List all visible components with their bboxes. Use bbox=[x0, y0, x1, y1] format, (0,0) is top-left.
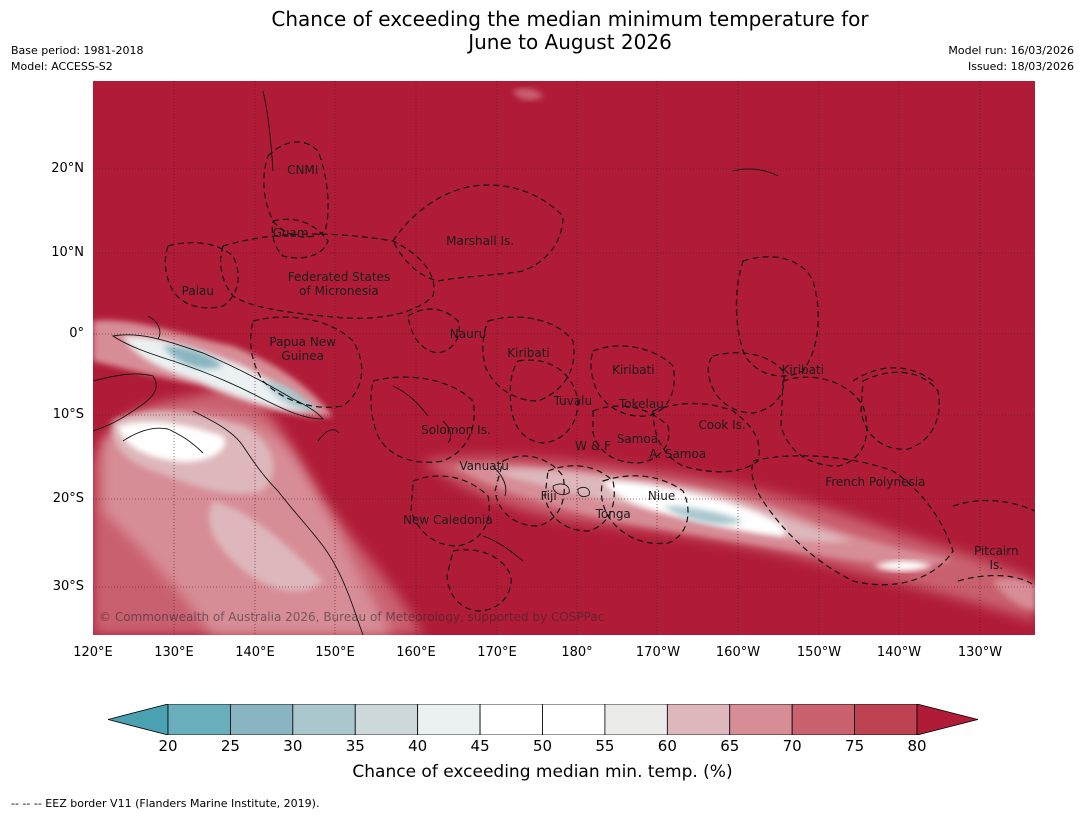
lat-label-10s: 10°S bbox=[52, 407, 84, 422]
colorbar-cell bbox=[292, 704, 356, 735]
lat-label-10n: 10°N bbox=[51, 245, 84, 260]
colorbar-cell bbox=[604, 704, 668, 735]
colorbar-tick-label: 70 bbox=[782, 737, 802, 755]
colorbar-cell bbox=[791, 704, 855, 735]
lat-label-20n: 20°N bbox=[51, 161, 84, 176]
shade-25-30-new-guinea bbox=[163, 346, 223, 369]
place-label: New Caledonia bbox=[403, 513, 493, 528]
title-line-2: June to August 2026 bbox=[468, 30, 672, 54]
colorbar-cells bbox=[167, 704, 918, 735]
copyright-notice: © Commonwealth of Australia 2026, Bureau… bbox=[99, 610, 605, 624]
probability-shading bbox=[93, 88, 1035, 635]
colorbar-tick-label: 75 bbox=[845, 737, 865, 755]
colorbar-ticks: 20 25 30 35 40 45 50 55 60 65 70 75 80 bbox=[0, 737, 1085, 757]
colorbar-cell bbox=[854, 704, 918, 735]
map-title: Chance of exceeding the median minimum t… bbox=[0, 8, 1085, 54]
lat-label-20s: 20°S bbox=[52, 491, 84, 506]
colorbar-tick-label: 80 bbox=[907, 737, 927, 755]
lat-label-0: 0° bbox=[69, 326, 84, 341]
model-name: Model: ACCESS-S2 bbox=[11, 60, 113, 73]
colorbar-cell bbox=[417, 704, 481, 735]
place-label: Cook Is. bbox=[698, 417, 746, 432]
colorbar-cell bbox=[167, 704, 231, 735]
place-label: Kiribati bbox=[612, 363, 655, 378]
place-label: Vanuatu bbox=[459, 459, 509, 474]
shade-70-75-north bbox=[513, 88, 543, 101]
colorbar-label: Chance of exceeding median min. temp. (%… bbox=[352, 762, 733, 782]
colorbar-tick-label: 65 bbox=[720, 737, 740, 755]
shade-60-65-inland bbox=[209, 501, 323, 592]
lon-label-120e: 120°E bbox=[73, 645, 113, 660]
place-label: Niue bbox=[647, 489, 676, 503]
place-label: Solomon Is. bbox=[421, 422, 491, 437]
colorbar-over-arrow bbox=[916, 704, 978, 735]
lon-label-160w: 160°W bbox=[715, 645, 761, 660]
eez-legend-note: -- -- -- EEZ border V11 (Flanders Marine… bbox=[11, 797, 320, 810]
place-label: Kiribati bbox=[781, 363, 824, 378]
lon-label-130w: 130°W bbox=[957, 645, 1003, 660]
lon-label-170w: 170°W bbox=[635, 645, 681, 660]
colorbar-tick-label: 45 bbox=[470, 737, 490, 755]
coastlines bbox=[93, 90, 779, 635]
colorbar-cell bbox=[729, 704, 793, 735]
shade-45-55-east bbox=[873, 560, 933, 572]
shade-30-35-new-guinea bbox=[263, 381, 318, 412]
place-label: Tuvalu bbox=[553, 394, 593, 409]
place-label: Tonga bbox=[595, 506, 631, 521]
place-label: CNMI bbox=[287, 163, 319, 178]
colorbar-tick-label: 30 bbox=[283, 737, 303, 755]
colorbar-tick-label: 55 bbox=[595, 737, 615, 755]
colorbar-tick-label: 60 bbox=[657, 737, 677, 755]
lat-label-30s: 30°S bbox=[52, 579, 84, 594]
shade-45-55-australia bbox=[118, 421, 225, 462]
colorbar-tick-label: 25 bbox=[220, 737, 240, 755]
eez-borders bbox=[164, 141, 1035, 612]
place-label: Federated States of Micronesia bbox=[287, 270, 391, 299]
colorbar-tick-label: 50 bbox=[532, 737, 553, 755]
colorbar-tick-label: 20 bbox=[158, 737, 178, 755]
issued-date: Issued: 18/03/2026 bbox=[967, 60, 1074, 73]
colorbar-tick-label: 35 bbox=[345, 737, 365, 755]
lon-label-150e: 150°E bbox=[315, 645, 355, 660]
place-label: W & F bbox=[575, 438, 611, 453]
lon-label-160e: 160°E bbox=[396, 645, 436, 660]
lon-label-180: 180° bbox=[561, 645, 593, 660]
colorbar-cell bbox=[230, 704, 294, 735]
lon-label-130e: 130°E bbox=[154, 645, 194, 660]
place-label: Samoa bbox=[616, 432, 659, 447]
place-label: Palau bbox=[181, 284, 215, 299]
colorbar-under-arrow bbox=[108, 704, 169, 735]
colorbar-cell bbox=[542, 704, 606, 735]
place-label: Marshall Is. bbox=[446, 233, 515, 248]
colorbar bbox=[108, 704, 978, 735]
place-label: Guam bbox=[272, 225, 309, 240]
colorbar-cell bbox=[354, 704, 419, 735]
forecast-map bbox=[93, 81, 1035, 635]
place-label: Nauru bbox=[449, 327, 487, 341]
lon-label-150w: 150°W bbox=[796, 645, 842, 660]
lon-label-170e: 170°E bbox=[477, 645, 517, 660]
place-label: Kiribati bbox=[507, 345, 550, 360]
place-label: Tokelau bbox=[618, 396, 664, 411]
meta-left: Base period: 1981-2018 Model: ACCESS-S2 bbox=[11, 43, 143, 75]
place-label: Pitcairn Is. bbox=[973, 544, 1019, 573]
colorbar-cell bbox=[479, 704, 543, 735]
place-label: A. Samoa bbox=[649, 446, 707, 461]
colorbar-cell bbox=[666, 704, 731, 735]
lon-label-140e: 140°E bbox=[235, 645, 275, 660]
shade-65-70-far-east bbox=[993, 578, 1035, 611]
title-line-1: Chance of exceeding the median minimum t… bbox=[271, 7, 869, 31]
place-label: Papua New Guinea bbox=[269, 335, 336, 364]
place-label: Fiji bbox=[540, 489, 557, 503]
shade-40-45-new-guinea bbox=[123, 336, 308, 411]
graticule bbox=[93, 81, 1035, 635]
model-run: Model run: 16/03/2026 bbox=[948, 44, 1074, 57]
base-period: Base period: 1981-2018 bbox=[11, 44, 144, 57]
place-label: French Polynesia bbox=[825, 475, 926, 490]
meta-right: Model run: 16/03/2026 Issued: 18/03/2026 bbox=[948, 43, 1074, 75]
map-canvas bbox=[93, 81, 1035, 635]
colorbar-tick-label: 40 bbox=[408, 737, 428, 755]
lon-label-140w: 140°W bbox=[876, 645, 922, 660]
shade-30-35-spcz bbox=[663, 506, 743, 525]
